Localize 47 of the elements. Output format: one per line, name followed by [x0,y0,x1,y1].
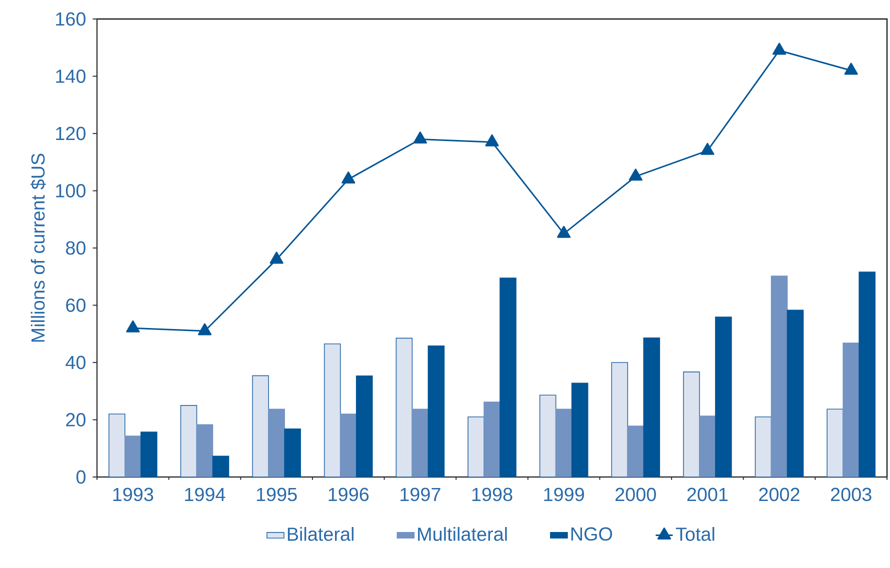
point [485,134,499,146]
legend-label: NGO [571,527,612,541]
y-tick-label: 0 [76,470,86,484]
bar [324,343,341,477]
x-tick-label: 1994 [185,488,226,502]
bar [396,338,413,477]
x-tick-label: 1995 [256,488,297,502]
x-tick-label: 1999 [544,488,584,502]
bar [468,416,484,477]
x-tick-label: 2002 [759,488,800,502]
x-tick-label: 2000 [616,488,656,502]
point [772,42,786,55]
x-tick-label: 2001 [687,488,728,502]
legend-label: Multilateral [418,526,507,541]
x-tick-label: 2003 [830,488,872,502]
point [844,62,858,75]
y-tick-label: 120 [56,126,86,140]
point [700,142,714,155]
y-tick-label: 100 [56,184,86,198]
x-tick-label: 1997 [400,488,440,502]
bar [252,375,269,477]
y-tick-label: 80 [66,241,86,255]
bar [826,408,844,477]
legend-label: Bilateral [288,526,354,541]
point [270,252,284,264]
bar [754,416,772,477]
bar [108,414,126,477]
bar [683,372,700,477]
y-axis-title: Millions of current $US [30,154,46,342]
point [198,323,212,336]
x-tick-label: 1998 [472,488,512,502]
x-tick-label: 1996 [328,488,369,502]
bar [611,362,628,477]
x-tick-label: 1993 [113,488,154,502]
point [628,168,642,181]
bar [539,394,556,477]
point [342,172,356,184]
point [413,131,427,144]
y-tick-label: 160 [56,12,86,26]
y-tick-label: 140 [56,70,86,83]
bar [180,405,198,477]
y-tick-label: 60 [66,298,86,312]
y-tick-label: 40 [66,356,86,370]
point [557,226,571,238]
point [126,320,140,332]
legend-label: Total [676,526,714,541]
y-tick-label: 20 [66,413,86,426]
